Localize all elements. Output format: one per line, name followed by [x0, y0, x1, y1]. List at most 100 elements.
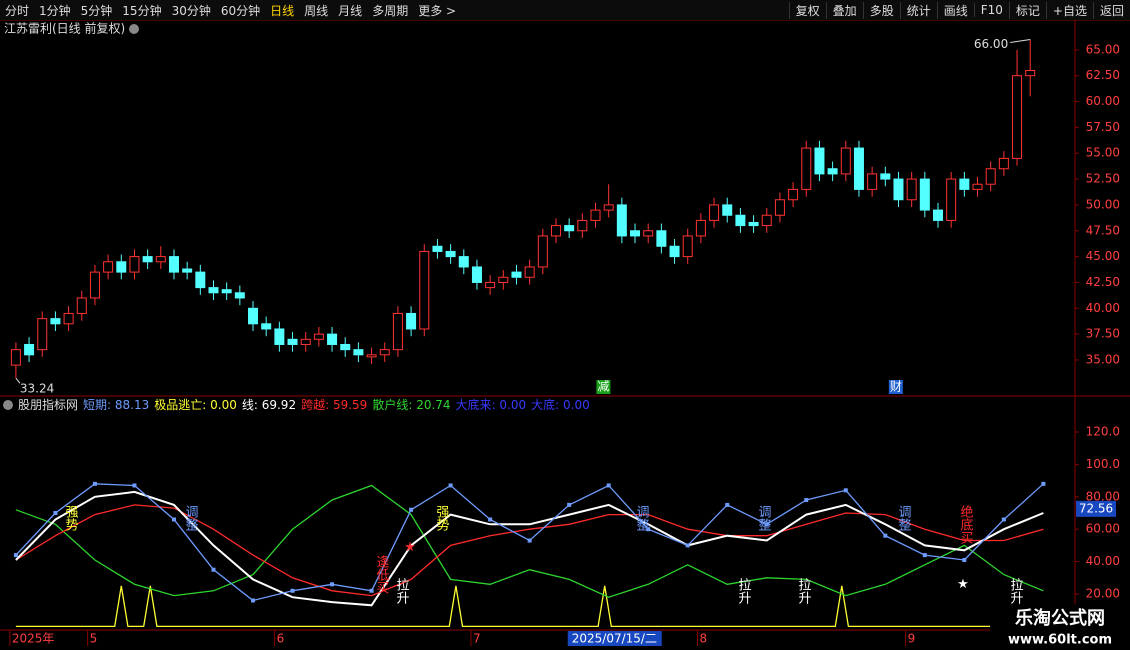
line-dot [764, 522, 769, 527]
line-dot [369, 588, 374, 593]
line-dot [567, 502, 572, 507]
candle-body [933, 209, 944, 221]
line-dot [132, 483, 137, 488]
period-tab[interactable]: 15分钟 [122, 3, 162, 18]
period-tab[interactable]: 多周期 [372, 3, 409, 18]
candle-body [643, 230, 654, 237]
annotation: 调整 [183, 505, 199, 531]
y-tick-label: 62.50 [1086, 68, 1120, 82]
candle-body [37, 318, 48, 351]
period-tab[interactable]: 1分钟 [39, 3, 71, 18]
date-label: 2025年 [12, 632, 55, 646]
period-tab[interactable]: 5分钟 [80, 3, 113, 18]
candle-body [195, 271, 206, 289]
legend-text: 大底来 [456, 397, 492, 412]
candle-body [788, 188, 799, 201]
annotation: 逢低买 [374, 555, 390, 595]
period-tab[interactable]: 分时 [5, 3, 30, 18]
candle-body [827, 168, 838, 175]
period-tab[interactable]: 月线 [338, 3, 363, 18]
candle-body [379, 349, 390, 356]
y-tick-label: 100.0 [1086, 457, 1120, 471]
candle-body [1012, 75, 1023, 159]
candle-body [669, 245, 680, 258]
line-dot [725, 502, 730, 507]
event-badge [888, 380, 903, 394]
tool-button[interactable]: 统计 [899, 1, 937, 19]
line-dot [211, 567, 216, 572]
extreme-arrow [1010, 39, 1031, 44]
candle-body [959, 178, 970, 190]
tool-button[interactable]: +自选 [1045, 1, 1093, 19]
line-dot [883, 533, 888, 538]
period-tab[interactable]: 60分钟 [220, 3, 261, 18]
candle-body [524, 266, 535, 278]
date-label: 5 [90, 632, 98, 646]
legend-text: 0.00 [499, 398, 526, 412]
candle-body [142, 256, 153, 263]
period-tabs: 分时 1分钟 5分钟 15分钟 30分钟 60分钟 日线 周线 月线 多周期 更多 > [0, 0, 461, 20]
y-tick-label: 57.50 [1086, 120, 1120, 134]
legend-text: 20.74 [416, 398, 450, 412]
legend-text: 股朋指标网 [18, 397, 78, 412]
indicator-line [15, 585, 1044, 628]
candle-body [853, 147, 864, 190]
line-dot [646, 527, 651, 532]
annotation: ★ [403, 540, 418, 555]
tool-button[interactable]: 返回 [1092, 1, 1130, 19]
y-tick-label: 60.00 [1086, 94, 1120, 108]
line-dot [488, 517, 493, 522]
candle-body [801, 147, 812, 190]
toolbar: 分时 1分钟 5分钟 15分钟 30分钟 60分钟 日线 周线 月线 多周期 更多 > 复权 叠加 多股统… [0, 0, 1130, 21]
line-dot [1041, 481, 1046, 486]
candle-body [893, 178, 904, 201]
tool-buttons: 复权 叠加 多股 统计 画线 F10 标记 +自选 返回 [788, 0, 1130, 20]
watermark-title: 乐淘公式网 [1015, 607, 1105, 629]
period-tab[interactable]: 更多 > [418, 3, 457, 18]
event-label: 减 [597, 380, 609, 394]
candle-body [919, 178, 930, 211]
y-tick-label: 120.0 [1086, 425, 1120, 439]
candle-body [616, 204, 627, 237]
indicator-legend: 股朋指标网 短期: 88.13 极品逃亡: 0.00 线: 69.92 跨越: 59.5… [18, 397, 590, 412]
annotation: 拉升 [394, 578, 410, 604]
y-tick-label: 40.00 [1086, 554, 1120, 568]
candle-body [972, 183, 983, 190]
candle-body [458, 256, 469, 268]
tool-button[interactable]: 画线 [936, 1, 974, 19]
y-tick-label: 65.00 [1086, 42, 1120, 56]
period-tab[interactable]: 日线 [270, 3, 295, 18]
candle-body [182, 268, 193, 273]
y-tick-label: 55.00 [1086, 146, 1120, 160]
line-dot [330, 582, 335, 587]
candle-body [168, 256, 179, 273]
candle-body [485, 281, 496, 289]
candle-body [1025, 70, 1036, 77]
candle-body [735, 214, 746, 227]
candle-body [471, 266, 482, 283]
line-dot [804, 498, 809, 503]
candle-body [550, 225, 561, 237]
tool-button[interactable]: 复权 [788, 1, 826, 19]
extreme-label: 33.24 [20, 382, 54, 396]
tool-button[interactable]: 多股 [862, 1, 900, 19]
candle-body [50, 318, 61, 325]
legend-text: 线 [242, 398, 254, 412]
candle-body [656, 230, 667, 247]
tool-button[interactable]: 标记 [1008, 1, 1046, 19]
y-tick-label: 52.50 [1086, 172, 1120, 186]
period-tab[interactable]: 30分钟 [171, 3, 211, 18]
candle-body [419, 250, 430, 330]
period-tab[interactable]: 周线 [304, 3, 329, 18]
y-tick-label: 40.00 [1086, 301, 1120, 315]
y-tick-label: 45.00 [1086, 249, 1120, 263]
extreme-label: 66.00 [974, 37, 1008, 51]
candle-body [630, 230, 641, 237]
tool-button[interactable]: F10 [973, 3, 1009, 17]
date-label: 6 [277, 632, 285, 646]
candle-body [985, 168, 996, 185]
tool-button[interactable]: 叠加 [825, 1, 863, 19]
candle-body [761, 214, 772, 227]
indicator-line [15, 484, 1044, 598]
candle-body [261, 323, 272, 330]
